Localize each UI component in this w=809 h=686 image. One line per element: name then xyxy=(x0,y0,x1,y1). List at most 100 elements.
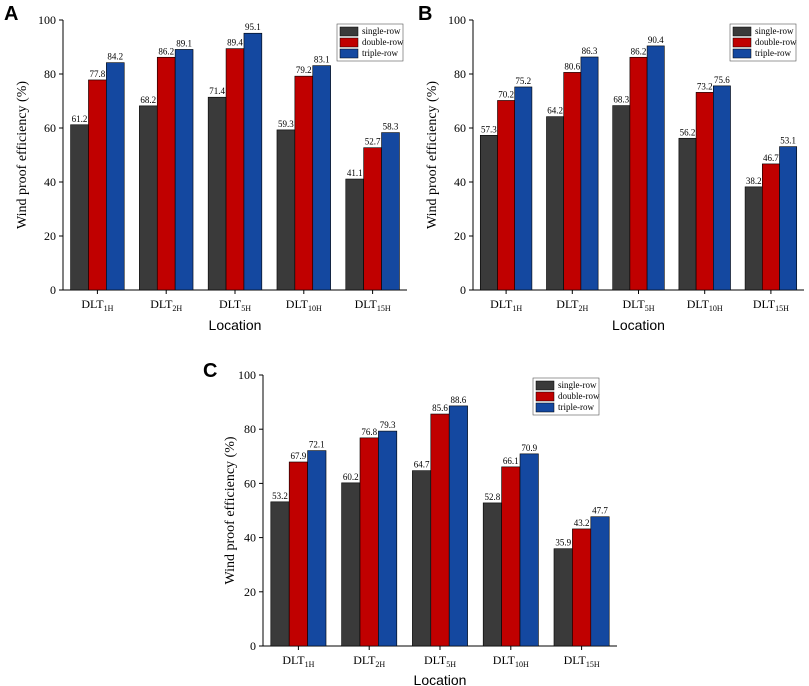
data-label: 85.6 xyxy=(432,403,448,413)
bar-double-row xyxy=(572,528,592,647)
legend-swatch-single-row xyxy=(339,26,359,37)
bar-double-row xyxy=(225,48,245,291)
y-tick-label: 0 xyxy=(460,283,466,297)
x-tick-label: DLT5H xyxy=(424,653,456,669)
y-axis-title: Wind proof efficiency (%) xyxy=(223,436,238,584)
bar-double-row xyxy=(294,75,314,291)
panel-letter: A xyxy=(4,3,18,25)
legend-swatch-triple-row xyxy=(732,48,752,59)
y-tick-label: 60 xyxy=(454,121,466,135)
x-tick-label: DLT10H xyxy=(687,297,723,313)
legend-swatch-double-row xyxy=(732,37,752,48)
data-label: 72.1 xyxy=(309,440,325,450)
data-label: 95.1 xyxy=(245,22,261,32)
y-axis-title: Wind proof efficiency (%) xyxy=(425,81,440,229)
bar-double-row xyxy=(363,147,382,291)
bar-triple-row xyxy=(514,86,533,291)
data-label: 76.8 xyxy=(361,427,377,437)
bar-single-row xyxy=(479,134,498,291)
bar-triple-row xyxy=(243,32,263,291)
data-label: 52.8 xyxy=(485,492,501,502)
bar-single-row xyxy=(270,501,290,647)
data-label: 59.3 xyxy=(278,119,294,129)
data-label: 61.2 xyxy=(72,114,88,124)
x-tick-label: DLT1H xyxy=(490,297,522,313)
data-label: 86.2 xyxy=(158,46,174,56)
bar-single-row xyxy=(678,137,697,291)
y-tick-label: 100 xyxy=(238,368,256,382)
legend-label: double-row xyxy=(362,37,404,47)
x-tick-label: DLT5H xyxy=(219,297,251,313)
x-tick-label: DLT15H xyxy=(564,653,600,669)
data-label: 53.2 xyxy=(272,491,288,501)
legend-swatch-double-row xyxy=(339,37,359,48)
data-label: 86.2 xyxy=(631,46,647,56)
y-tick-label: 80 xyxy=(244,422,256,436)
bar-double-row xyxy=(695,92,714,291)
bar-single-row xyxy=(139,105,158,291)
bar-triple-row xyxy=(713,85,731,291)
bar-single-row xyxy=(744,186,763,291)
data-label: 57.3 xyxy=(481,124,497,134)
y-tick-label: 40 xyxy=(44,175,56,189)
legend-swatch-triple-row xyxy=(535,402,555,413)
data-label: 79.3 xyxy=(380,420,396,430)
x-tick-label: DLT10H xyxy=(286,297,322,313)
legend-label: triple-row xyxy=(362,48,398,58)
bar-triple-row xyxy=(448,405,468,647)
data-label: 68.2 xyxy=(140,95,156,105)
y-tick-label: 0 xyxy=(250,639,256,653)
legend-label: triple-row xyxy=(558,402,594,412)
legend-label: single-row xyxy=(362,26,401,36)
x-axis-title: Location xyxy=(414,672,467,686)
data-label: 89.4 xyxy=(227,38,243,48)
bar-single-row xyxy=(546,116,564,291)
panel-b: B 0 20 40 60 80 100 57.3 64.2 68.3 56.2 38.2 70.2 80.… xyxy=(418,3,804,333)
y-tick-label: 80 xyxy=(44,67,56,81)
data-label: 38.2 xyxy=(746,176,762,186)
bar-double-row xyxy=(563,72,582,291)
data-label: 56.2 xyxy=(680,127,696,137)
bar-single-row xyxy=(276,129,296,291)
bar-double-row xyxy=(156,56,176,291)
legend-swatch-single-row xyxy=(732,26,752,37)
data-label: 77.8 xyxy=(90,69,106,79)
data-label: 46.7 xyxy=(763,153,779,163)
x-tick-label: DLT2H xyxy=(150,297,182,313)
x-tick-label: DLT10H xyxy=(493,653,529,669)
panel-letter: C xyxy=(203,360,217,382)
y-tick-label: 100 xyxy=(448,13,466,27)
x-axis-title: Location xyxy=(209,317,262,333)
bar-triple-row xyxy=(174,49,194,291)
data-label: 64.7 xyxy=(414,460,430,470)
bar-triple-row xyxy=(590,516,610,647)
legend-label: single-row xyxy=(558,380,597,390)
bar-triple-row xyxy=(646,45,665,291)
data-label: 60.2 xyxy=(343,472,359,482)
x-tick-label: DLT2H xyxy=(353,653,385,669)
legend-label: triple-row xyxy=(755,48,791,58)
x-tick-label: DLT5H xyxy=(622,297,654,313)
bar-triple-row xyxy=(378,430,398,647)
bar-double-row xyxy=(88,79,107,291)
bar-triple-row xyxy=(312,65,331,291)
data-label: 64.2 xyxy=(547,106,563,116)
x-tick-label: DLT1H xyxy=(282,653,314,669)
legend-label: double-row xyxy=(755,37,797,47)
y-tick-label: 20 xyxy=(244,585,256,599)
bar-single-row xyxy=(553,548,573,647)
bar-double-row xyxy=(501,466,521,647)
data-label: 75.2 xyxy=(515,76,531,86)
data-label: 66.1 xyxy=(503,456,519,466)
data-label: 67.9 xyxy=(291,451,307,461)
y-tick-label: 60 xyxy=(44,121,56,135)
legend-swatch-double-row xyxy=(535,391,555,402)
x-tick-label: DLT15H xyxy=(355,297,391,313)
legend-swatch-triple-row xyxy=(339,48,359,59)
bar-triple-row xyxy=(106,62,125,291)
data-label: 68.3 xyxy=(613,95,629,105)
y-tick-label: 40 xyxy=(454,175,466,189)
bar-double-row xyxy=(497,100,516,291)
bar-triple-row xyxy=(580,56,599,291)
